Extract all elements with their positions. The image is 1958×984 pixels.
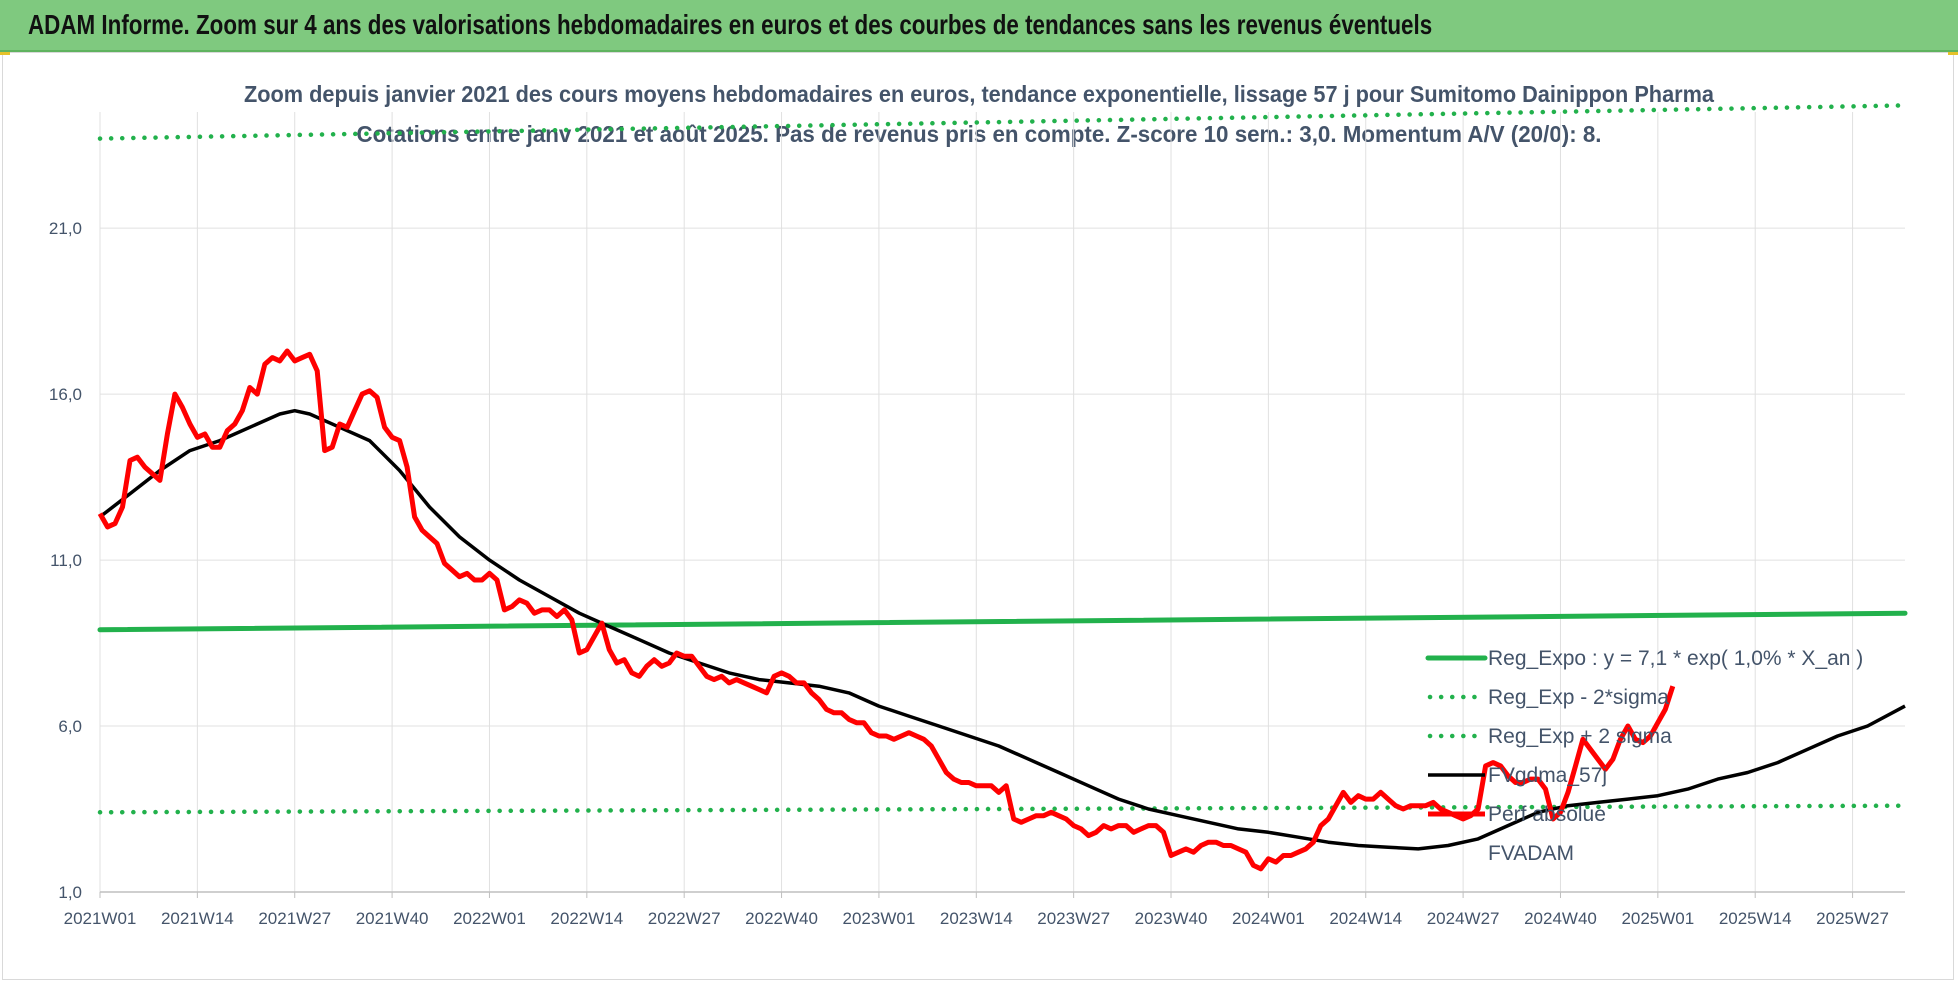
y-tick-label: 6,0: [58, 717, 82, 736]
frame-corner-marker: [0, 52, 10, 55]
legend-entry: FVgdma_57j: [1488, 764, 1607, 787]
x-tick-label: 2023W40: [1135, 909, 1208, 928]
frame-corner-marker: [1948, 52, 1958, 55]
chart-title: Zoom depuis janvier 2021 des cours moyen…: [244, 81, 1714, 107]
x-tick-label: 2024W01: [1232, 909, 1305, 928]
x-axis: 2021W01 2021W14 2021W27 2021W40 2022W01 2022W…: [64, 891, 1905, 928]
series-fvgdma-57j-line: [98, 408, 1906, 851]
plot-area: [97, 103, 1908, 872]
legend-entry: FVADAM: [1488, 842, 1574, 865]
x-tick-label: 2022W40: [745, 909, 818, 928]
chart-frame: [2, 52, 1954, 980]
x-tick-label: 2023W27: [1037, 909, 1110, 928]
x-tick-label: 2021W40: [356, 909, 429, 928]
x-tick-label: 2025W14: [1719, 909, 1792, 928]
chart-subtitle: Cotations entre janv 2021 et août 2025. …: [357, 121, 1602, 147]
y-tick-label: 21,0: [49, 219, 82, 238]
legend-entry: Perf absolue: [1488, 803, 1606, 826]
x-tick-label: 2024W14: [1329, 909, 1402, 928]
legend: Reg_Expo : y = 7,1 * exp( 1,0% * X_an ) R…: [1425, 647, 1863, 865]
x-tick-label: 2021W01: [64, 909, 137, 928]
series-reg-expo-y-7-1-exp-1-0-x-an-line: [97, 610, 1908, 633]
x-tick-label: 2024W40: [1524, 909, 1597, 928]
y-tick-label: 16,0: [49, 385, 82, 404]
legend-entry: Reg_Exp - 2*sigma: [1488, 686, 1669, 709]
header-banner: ADAM Informe. Zoom sur 4 ans des valoris…: [0, 0, 1958, 52]
legend-entry: Reg_Exp + 2 sigma: [1488, 725, 1672, 748]
page-title: ADAM Informe. Zoom sur 4 ans des valoris…: [28, 9, 1433, 40]
y-tick-label: 11,0: [50, 551, 82, 570]
y-axis: 1,0 6,0 11,0 16,0 21,0: [49, 219, 82, 902]
legend-entry: Reg_Expo : y = 7,1 * exp( 1,0% * X_an ): [1488, 647, 1863, 670]
y-tick-label: 1,0: [58, 883, 82, 902]
x-tick-label: 2023W14: [940, 909, 1013, 928]
x-tick-label: 2025W01: [1621, 909, 1694, 928]
gridlines: [99, 112, 1905, 893]
x-tick-label: 2022W14: [550, 909, 623, 928]
series-perf-absolue-line: [97, 348, 1676, 872]
x-tick-label: 2023W01: [843, 909, 916, 928]
x-tick-label: 2021W14: [161, 909, 234, 928]
x-tick-label: 2021W27: [258, 909, 331, 928]
x-tick-label: 2022W27: [648, 909, 721, 928]
x-tick-label: 2022W01: [453, 909, 526, 928]
series-reg-exp-2-sigma-line: [97, 803, 1908, 815]
x-tick-label: 2025W27: [1816, 909, 1889, 928]
x-tick-label: 2024W27: [1427, 909, 1500, 928]
series-reg-exp-2-sigma-line: [97, 103, 1908, 141]
